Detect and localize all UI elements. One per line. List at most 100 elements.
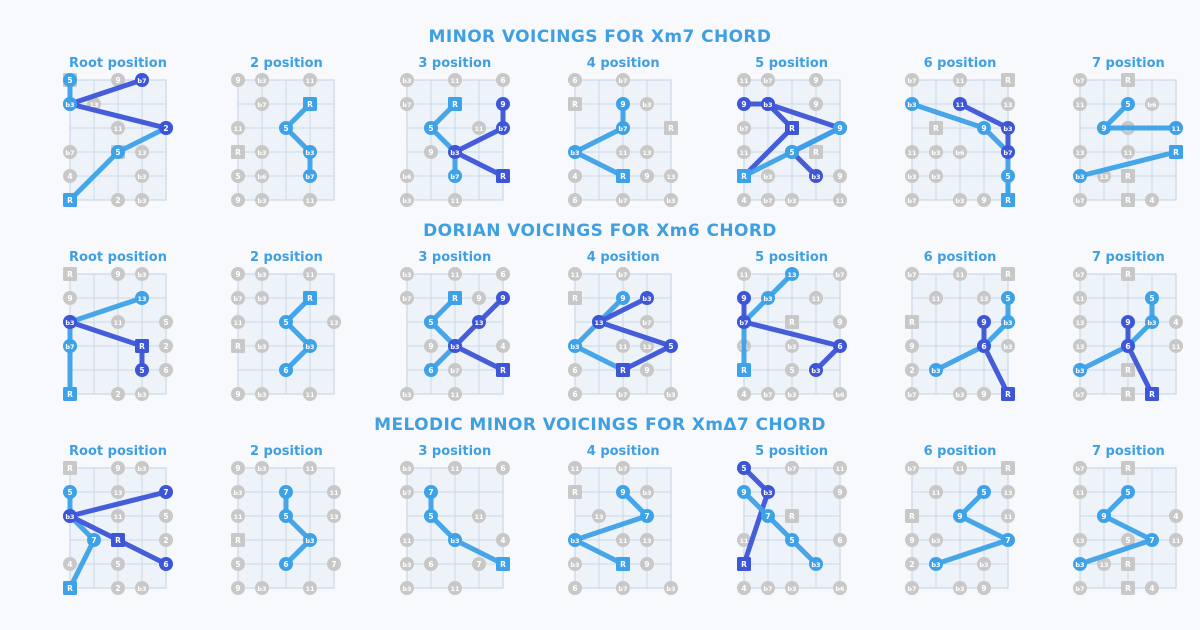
ghost-note: 11 — [303, 461, 318, 475]
svg-text:5: 5 — [428, 318, 433, 327]
voicing-line — [67, 489, 169, 519]
root-note: R — [784, 121, 799, 135]
ghost-note: 11 — [1001, 509, 1015, 523]
ghost-note: 13 — [640, 145, 655, 159]
svg-text:9: 9 — [115, 76, 120, 85]
svg-text:6: 6 — [573, 584, 578, 593]
section-title: MELODIC MINOR VOICINGS FOR XmΔ7 CHORD — [374, 415, 826, 435]
svg-text:b3: b3 — [643, 101, 652, 109]
voicing-line — [933, 537, 1011, 567]
voicing-line — [1077, 537, 1155, 567]
root-note: R — [303, 291, 318, 305]
chord-tone-note: 5 — [63, 485, 77, 499]
chord-tone-note: b3 — [929, 557, 943, 571]
ghost-note: 9 — [905, 339, 919, 353]
chord-tone-note: b3 — [1145, 315, 1160, 329]
ghost-note: 4 — [495, 339, 510, 353]
svg-text:11: 11 — [306, 585, 316, 593]
ghost-note: 2 — [905, 363, 919, 377]
chord-diagram: b7 11 R 11 13 R 11 9 b3 2 b3 b7 b3 9 5 9 7 b3 — [905, 461, 1015, 595]
ghost-note: b3 — [760, 169, 775, 183]
ghost-note: 11 — [399, 533, 414, 547]
svg-text:R: R — [620, 560, 626, 569]
voicing-line — [452, 149, 506, 179]
chord-tone-note: 7 — [760, 509, 775, 523]
chord-diagram: b711R1113R119b32b7b39b36b3596R — [905, 267, 1015, 401]
svg-text:13: 13 — [137, 149, 146, 157]
ghost-note: 11 — [568, 461, 583, 475]
svg-text:11: 11 — [571, 465, 581, 473]
ghost-note: b3 — [929, 145, 943, 159]
ghost-note: 11 — [616, 339, 631, 353]
chord-tone-note: b3 — [63, 509, 77, 523]
svg-text:b3: b3 — [258, 465, 267, 473]
svg-text:9: 9 — [1126, 318, 1131, 327]
svg-text:13: 13 — [595, 513, 604, 521]
svg-text:5: 5 — [1126, 100, 1131, 109]
chord-diagram: b7R111341311b3Rb7R4b36b3596R — [1073, 267, 1184, 401]
svg-text:b7: b7 — [65, 343, 74, 351]
chord-tone-note: 9 — [977, 121, 991, 135]
chord-tone-note: 5 — [423, 509, 438, 523]
chord-diagram: b7R1141351113Rb7R495b379 — [1073, 461, 1184, 595]
voicing-line — [67, 319, 145, 349]
ghost-note: 6 — [159, 363, 173, 377]
voicing-line — [115, 537, 169, 567]
svg-text:b7: b7 — [1076, 77, 1085, 85]
svg-text:b3: b3 — [65, 101, 74, 109]
svg-text:b3: b3 — [571, 537, 580, 545]
position-label: 7 position — [1091, 250, 1165, 265]
svg-text:6: 6 — [428, 560, 433, 569]
chord-tone-note: 9 — [736, 485, 751, 499]
svg-text:11: 11 — [1172, 343, 1182, 351]
ghost-note: b3 — [953, 193, 967, 207]
ghost-note: b7 — [1073, 461, 1088, 475]
voicing-line — [572, 513, 650, 543]
svg-text:b3: b3 — [571, 149, 580, 157]
svg-text:11: 11 — [306, 197, 316, 205]
ghost-note: 11 — [1073, 97, 1088, 111]
chord-tone-note: 6 — [1121, 339, 1136, 353]
chord-diagram: b711R13R1111b3b6b3b39b7b39b39b3R11b3b75R — [905, 73, 1015, 207]
voicing-line — [741, 125, 795, 179]
position-label: 4 position — [586, 56, 660, 71]
ghost-note: b3 — [255, 387, 270, 401]
ghost-note: 11 — [471, 121, 486, 135]
svg-text:b3: b3 — [955, 585, 964, 593]
chord-tone-note: 6 — [423, 363, 438, 377]
chord-tone-note: b7 — [303, 169, 318, 183]
ghost-note: 13 — [111, 485, 125, 499]
ghost-note: R — [63, 461, 77, 475]
svg-text:4: 4 — [1174, 318, 1179, 327]
svg-text:13: 13 — [89, 101, 98, 109]
ghost-note: b7 — [1073, 581, 1088, 595]
chord-tone-note: 5 — [1145, 291, 1160, 305]
chord-tone-note: 6 — [977, 339, 991, 353]
svg-text:b7: b7 — [450, 173, 459, 181]
svg-text:b3: b3 — [811, 367, 820, 375]
svg-text:11: 11 — [931, 489, 941, 497]
ghost-note: 9 — [808, 97, 823, 111]
svg-text:11: 11 — [450, 271, 460, 279]
svg-text:5: 5 — [284, 124, 289, 133]
ghost-note: 6 — [832, 533, 847, 547]
svg-text:b3: b3 — [137, 173, 146, 181]
svg-text:11: 11 — [1124, 149, 1134, 157]
ghost-note: 6 — [495, 267, 510, 281]
svg-text:9: 9 — [957, 512, 962, 521]
voicing-line — [957, 101, 1011, 131]
ghost-note: 9 — [111, 73, 125, 87]
ghost-note: 11 — [953, 461, 967, 475]
svg-text:R: R — [452, 100, 458, 109]
svg-text:b7: b7 — [739, 125, 748, 133]
svg-text:5: 5 — [67, 488, 72, 497]
svg-text:13: 13 — [1100, 173, 1109, 181]
voicing-line — [67, 295, 145, 325]
svg-text:b3: b3 — [258, 391, 267, 399]
svg-text:b7: b7 — [643, 319, 652, 327]
position-label: 5 position — [755, 444, 829, 459]
svg-text:R: R — [67, 270, 73, 279]
position-label: 5 position — [755, 250, 829, 265]
ghost-note: 6 — [568, 363, 583, 377]
voicing-line — [765, 101, 843, 131]
